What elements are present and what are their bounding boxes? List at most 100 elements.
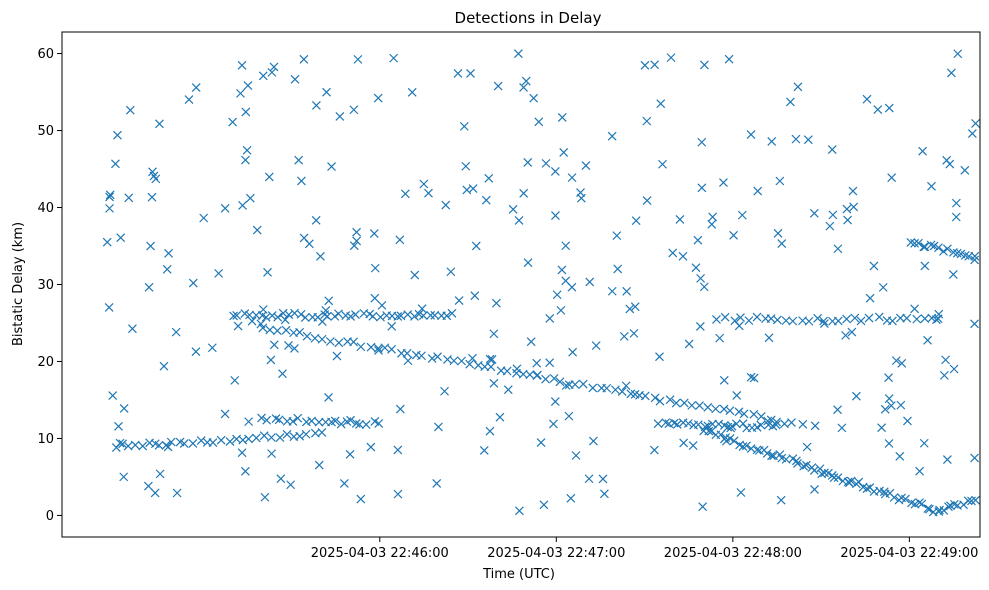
detection-marker	[433, 352, 443, 362]
detection-marker	[793, 458, 802, 468]
detection-marker	[649, 445, 659, 455]
detection-marker	[873, 105, 883, 115]
detection-marker	[327, 162, 336, 171]
detection-marker	[230, 375, 240, 385]
detection-marker	[696, 273, 706, 283]
detection-marker	[833, 244, 843, 254]
detection-marker	[207, 343, 217, 353]
detection-marker	[541, 374, 551, 384]
x-tick-label: 2025-04-03 22:46:00	[311, 546, 449, 561]
detection-marker	[699, 60, 709, 70]
detection-marker	[752, 445, 762, 455]
detection-marker	[271, 414, 281, 423]
detection-marker	[775, 176, 785, 186]
detection-marker	[150, 488, 160, 498]
detection-marker	[418, 311, 428, 320]
y-tick-label: 40	[37, 201, 54, 216]
detection-marker	[260, 492, 270, 502]
detection-marker	[433, 422, 443, 432]
detection-marker	[300, 313, 310, 323]
detection-marker	[539, 500, 549, 510]
detection-marker	[302, 331, 312, 341]
detection-marker	[245, 310, 254, 320]
detection-marker	[278, 308, 288, 318]
detection-marker	[801, 460, 811, 470]
detection-marker	[164, 248, 173, 258]
detection-marker	[295, 431, 305, 441]
detection-marker	[842, 314, 852, 324]
detection-marker	[228, 117, 238, 127]
detection-marker	[426, 310, 436, 320]
detection-marker	[939, 246, 948, 256]
detection-marker	[668, 248, 678, 258]
detection-marker	[355, 419, 364, 429]
detection-marker	[889, 493, 899, 502]
detection-marker	[105, 190, 115, 200]
detection-marker	[366, 442, 376, 452]
detection-marker	[276, 474, 286, 484]
detection-marker	[622, 286, 632, 296]
detection-marker	[395, 404, 405, 414]
detection-marker	[265, 325, 275, 335]
detection-marker	[549, 373, 559, 383]
detection-marker	[581, 161, 591, 170]
detection-marker	[417, 304, 427, 314]
detection-marker	[896, 400, 906, 410]
detection-marker	[402, 348, 412, 358]
detection-marker	[264, 172, 274, 182]
detection-marker	[737, 210, 747, 220]
detection-marker	[550, 397, 560, 406]
detection-marker	[819, 316, 829, 326]
detection-marker	[879, 487, 889, 497]
detection-marker	[967, 129, 977, 138]
detection-marker	[102, 237, 112, 247]
detection-marker	[918, 146, 928, 156]
detection-marker	[693, 235, 703, 245]
detection-marker	[781, 316, 791, 326]
detection-marker	[802, 442, 812, 452]
detection-marker	[920, 261, 930, 271]
detection-marker	[324, 296, 334, 306]
detection-marker	[607, 286, 617, 296]
detection-marker	[607, 131, 617, 141]
detection-marker	[920, 242, 930, 252]
detection-marker	[352, 227, 362, 237]
detection-marker	[442, 311, 452, 321]
detection-marker	[316, 251, 325, 261]
detection-marker	[322, 87, 331, 97]
detection-marker	[349, 241, 359, 251]
detection-marker	[432, 478, 442, 488]
detection-marker	[311, 215, 321, 225]
detection-marker	[534, 117, 544, 127]
detection-marker	[869, 261, 879, 271]
detection-marker	[240, 466, 250, 476]
detection-marker	[519, 83, 528, 92]
detection-marker	[495, 412, 505, 422]
detection-marker	[791, 134, 801, 144]
detection-marker	[848, 186, 858, 196]
detection-marker	[561, 241, 571, 251]
detection-marker	[296, 176, 306, 186]
detection-marker	[756, 412, 766, 421]
detection-marker	[731, 419, 741, 429]
detection-marker	[787, 418, 796, 427]
detection-marker	[939, 506, 949, 515]
detection-marker	[296, 309, 306, 319]
detection-marker	[711, 404, 721, 414]
y-axis: 0 10 20 30 40 50 60	[37, 47, 62, 524]
detection-marker	[191, 347, 201, 357]
detection-marker	[299, 233, 309, 243]
detection-marker	[370, 293, 380, 303]
detection-marker	[238, 201, 247, 210]
detection-marker	[655, 352, 664, 362]
detection-marker	[919, 242, 929, 252]
detection-marker	[241, 155, 250, 165]
detection-marker	[489, 329, 499, 339]
detection-marker	[453, 68, 463, 78]
detection-marker	[799, 461, 809, 471]
detection-marker	[144, 282, 154, 292]
detection-marker	[846, 476, 856, 486]
detection-marker	[288, 417, 298, 426]
detection-marker	[295, 327, 305, 337]
detection-marker	[820, 468, 829, 478]
